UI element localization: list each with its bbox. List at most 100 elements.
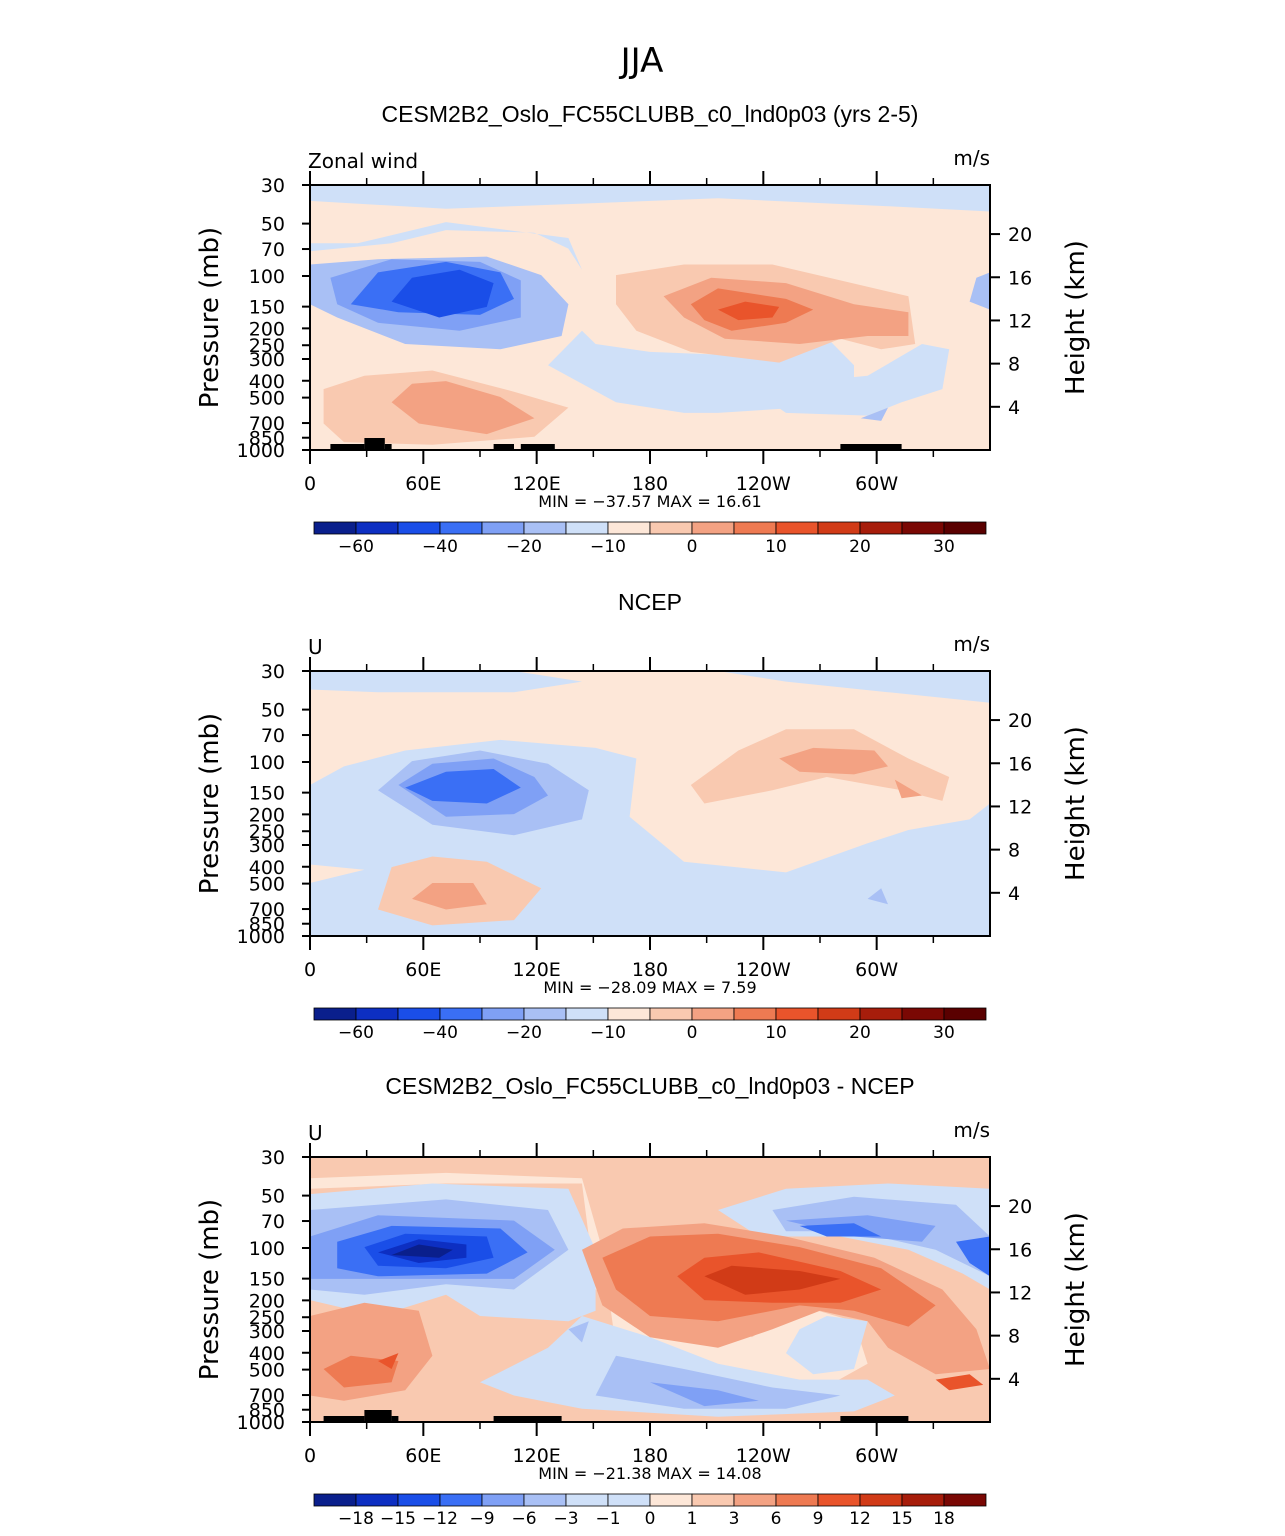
colorbar-label: −3 xyxy=(553,1509,578,1529)
terrain-0 xyxy=(323,1416,365,1422)
colorbar-box xyxy=(943,1007,987,1021)
y-tick-label: 300 xyxy=(249,349,285,371)
terrain-5 xyxy=(840,444,902,450)
contour-small-neg xyxy=(568,1321,589,1343)
min-max-label: MIN = −21.38 MAX = 14.08 xyxy=(538,1464,761,1483)
colorbar-label: −60 xyxy=(338,537,374,557)
terrain-0 xyxy=(330,444,365,450)
colorbar-label: 20 xyxy=(849,537,871,557)
y2-tick-label: 4 xyxy=(1008,1369,1020,1391)
x-axis: 0 60E 120E 180 120W 60W xyxy=(304,171,935,495)
panel-title: NCEP xyxy=(618,589,682,615)
colorbar-box xyxy=(691,1007,735,1021)
colorbar-label: −40 xyxy=(422,537,458,557)
units-label: m/s xyxy=(953,1118,990,1142)
contour-east-pos xyxy=(935,1374,984,1391)
y2-tick-label: 12 xyxy=(1008,796,1032,818)
colorbar-label: 30 xyxy=(933,1023,955,1043)
y-tick-label: 850 xyxy=(249,428,285,450)
y-tick-label: 150 xyxy=(249,1269,285,1291)
contour-east-edge xyxy=(956,1236,990,1277)
y-tick-label: 100 xyxy=(249,1238,285,1260)
y2-tick-label: 16 xyxy=(1008,753,1032,775)
x-tick-label: 0 xyxy=(304,959,316,981)
contour-tropical-easterly xyxy=(310,222,854,413)
x-tick-label: 180 xyxy=(632,1445,668,1467)
contour-low-pos-9 xyxy=(378,1353,399,1369)
x-tick-label: 60E xyxy=(405,473,441,495)
contour-top-east xyxy=(718,671,990,703)
contour-low-pos-6 xyxy=(323,1355,399,1388)
y-tick-label: 70 xyxy=(261,1211,285,1233)
colorbar-box xyxy=(649,521,693,535)
colorbar-label: −60 xyxy=(338,1023,374,1043)
y-tick-label: 150 xyxy=(249,783,285,805)
colorbar-label: −18 xyxy=(338,1509,374,1529)
colorbar-box xyxy=(733,521,777,535)
x-tick-label: 60W xyxy=(855,959,898,981)
y2-tick-label: 20 xyxy=(1008,224,1032,246)
colorbar-label: −1 xyxy=(595,1509,620,1529)
y-tick-label: 100 xyxy=(249,266,285,288)
terrain-2 xyxy=(384,444,392,450)
terrain-1 xyxy=(364,1410,392,1422)
x-axis: 0 60E 120E 180 120W 60W xyxy=(304,657,935,981)
colorbar-box xyxy=(565,1007,609,1021)
colorbar-label: 10 xyxy=(765,537,787,557)
colorbar-label: 15 xyxy=(891,1509,913,1529)
y-tick-label: 250 xyxy=(249,1307,285,1329)
y-tick-label: 500 xyxy=(249,388,285,410)
colorbar-box xyxy=(355,521,399,535)
colorbar-box xyxy=(649,1493,693,1507)
colorbar-box xyxy=(355,1007,399,1021)
colorbar-label: −9 xyxy=(469,1509,494,1529)
contour-pos-12 xyxy=(704,1265,841,1295)
colorbar-label: 20 xyxy=(849,1023,871,1043)
contour-lowlevel-10 xyxy=(412,883,487,910)
colorbar-box xyxy=(691,1493,735,1507)
colorbar-box xyxy=(901,1007,945,1021)
y2-tick-label: 20 xyxy=(1008,1196,1032,1218)
colorbar-box xyxy=(733,1007,777,1021)
colorbar-label: 0 xyxy=(645,1509,656,1529)
contour-jet-30 xyxy=(405,769,521,804)
y-tick-label: 1000 xyxy=(237,440,285,462)
x-tick-label: 60E xyxy=(405,1445,441,1467)
y-tick-label: 200 xyxy=(249,804,285,826)
colorbar-box xyxy=(397,521,441,535)
y-tick-label: 850 xyxy=(249,914,285,936)
contour-westerly-20 xyxy=(718,301,780,321)
colorbar-box xyxy=(565,1493,609,1507)
colorbar-box xyxy=(523,521,567,535)
y-axis-title: Pressure (mb) xyxy=(195,227,225,408)
y2-axis-title: Height (km) xyxy=(1061,726,1091,881)
colorbar-box xyxy=(691,521,735,535)
variable-label: U xyxy=(308,635,323,659)
colorbar-label: −10 xyxy=(590,1023,626,1043)
y-tick-label: 70 xyxy=(261,239,285,261)
y2-tick-label: 4 xyxy=(1008,397,1020,419)
min-max-label: MIN = −37.57 MAX = 16.61 xyxy=(538,492,761,511)
colorbar-box xyxy=(817,1007,861,1021)
y2-tick-label: 20 xyxy=(1008,710,1032,732)
contour-field xyxy=(310,1157,990,1422)
y-axis-title: Pressure (mb) xyxy=(195,713,225,894)
x-tick-label: 60W xyxy=(855,473,898,495)
colorbar-box xyxy=(607,521,651,535)
colorbar-label: −15 xyxy=(380,1509,416,1529)
colorbar-box xyxy=(355,1493,399,1507)
colorbar-label: 1 xyxy=(687,1509,698,1529)
y-tick-label: 200 xyxy=(249,1290,285,1312)
terrain-4 xyxy=(840,1416,909,1422)
terrain-3 xyxy=(493,1416,562,1422)
colorbar-box xyxy=(397,1493,441,1507)
y2-axis-title: Height (km) xyxy=(1061,240,1091,395)
colorbar-box xyxy=(649,1007,693,1021)
panel-title: CESM2B2_Oslo_FC55CLUBB_c0_lnd0p03 (yrs 2… xyxy=(382,101,919,127)
colorbar-box xyxy=(859,1007,903,1021)
y-tick-label: 400 xyxy=(249,1343,285,1365)
colorbar-box xyxy=(481,1493,525,1507)
contour-neg-18 xyxy=(391,1244,453,1258)
x-axis: 0 60E 120E 180 120W 60W xyxy=(304,1143,935,1467)
colorbar-box xyxy=(523,1007,567,1021)
